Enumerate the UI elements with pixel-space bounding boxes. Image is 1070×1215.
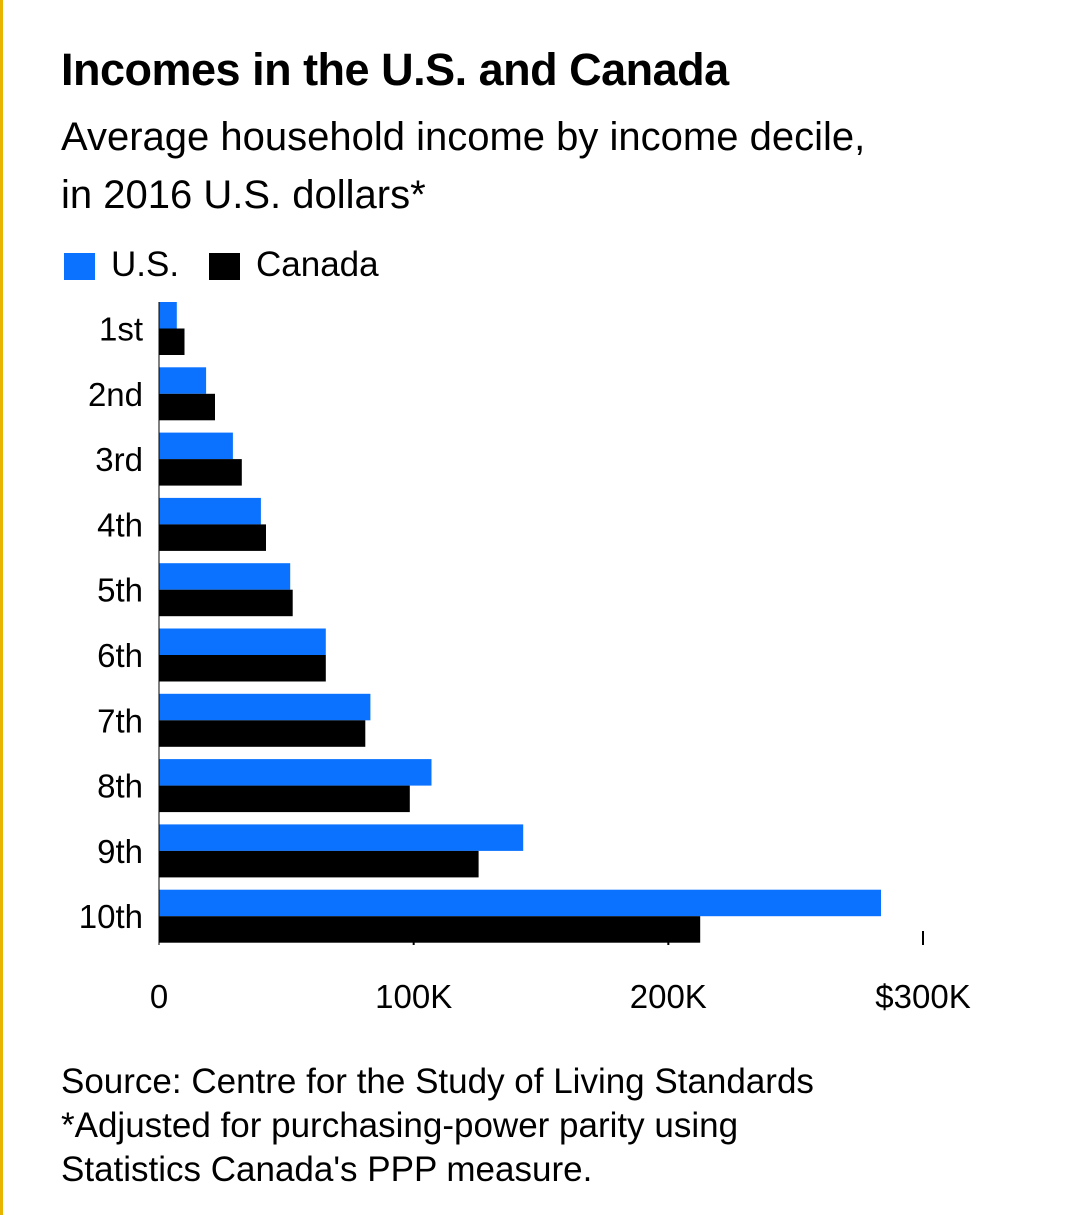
bar-canada-6th bbox=[159, 655, 326, 682]
bar-chart: 1st 2nd 3rd 4th 5th 6th 7th 8th 9th 10th 0 100K 200K… bbox=[79, 302, 971, 1015]
bar-canada-1st bbox=[159, 328, 185, 355]
bar-canada-9th bbox=[159, 850, 479, 878]
category-label-3rd: 3rd bbox=[95, 441, 143, 478]
category-label-10th: 10th bbox=[79, 898, 143, 935]
category-label-5th: 5th bbox=[97, 572, 143, 609]
category-label-6th: 6th bbox=[97, 637, 143, 674]
bar-canada-8th bbox=[159, 785, 410, 813]
bar-us-9th bbox=[159, 824, 524, 851]
legend-swatch-canada bbox=[209, 253, 240, 280]
footnote-line-2: Statistics Canada's PPP measure. bbox=[61, 1150, 593, 1189]
category-label-9th: 9th bbox=[97, 833, 143, 870]
category-label-4th: 4th bbox=[97, 506, 143, 543]
bar-canada-7th bbox=[159, 720, 366, 747]
category-label-7th: 7th bbox=[97, 702, 143, 739]
bar-us-8th bbox=[159, 759, 432, 786]
chart-title: Incomes in the U.S. and Canada bbox=[61, 44, 729, 95]
left-edge-accent bbox=[0, 0, 3, 1215]
category-label-2nd: 2nd bbox=[88, 376, 143, 413]
source-note: Source: Centre for the Study of Living S… bbox=[61, 1062, 814, 1101]
bar-us-5th bbox=[159, 563, 291, 590]
chart-subtitle: Average household income by income decil… bbox=[61, 108, 1051, 224]
bar-canada-5th bbox=[159, 589, 293, 617]
subtitle-line-2: in 2016 U.S. dollars* bbox=[61, 173, 426, 217]
bar-canada-4th bbox=[159, 524, 266, 551]
bar-us-7th bbox=[159, 693, 371, 721]
bar-us-10th bbox=[159, 889, 881, 917]
bar-canada-3rd bbox=[159, 459, 242, 486]
bar-canada-10th bbox=[159, 916, 701, 943]
legend-swatch-us bbox=[64, 253, 95, 280]
bar-us-4th bbox=[159, 497, 261, 525]
bar-us-1st bbox=[159, 302, 177, 329]
x-tick-label-1: 100K bbox=[375, 978, 452, 1015]
bar-us-3rd bbox=[159, 432, 233, 460]
category-label-8th: 8th bbox=[97, 768, 143, 805]
chart-footer: Source: Centre for the Study of Living S… bbox=[61, 1060, 1051, 1192]
subtitle-line-1: Average household income by income decil… bbox=[61, 115, 866, 159]
x-tick-label-3: $300K bbox=[875, 978, 970, 1015]
legend-label-canada: Canada bbox=[256, 245, 379, 284]
category-label-1st: 1st bbox=[99, 311, 143, 348]
bar-us-2nd bbox=[159, 367, 207, 394]
footnote-line-1: *Adjusted for purchasing-power parity us… bbox=[61, 1106, 739, 1145]
legend-label-us: U.S. bbox=[111, 245, 180, 284]
x-tick-label-2: 200K bbox=[630, 978, 707, 1015]
bar-us-6th bbox=[159, 628, 326, 655]
x-tick-label-0: 0 bbox=[150, 978, 168, 1015]
bar-canada-2nd bbox=[159, 393, 215, 421]
